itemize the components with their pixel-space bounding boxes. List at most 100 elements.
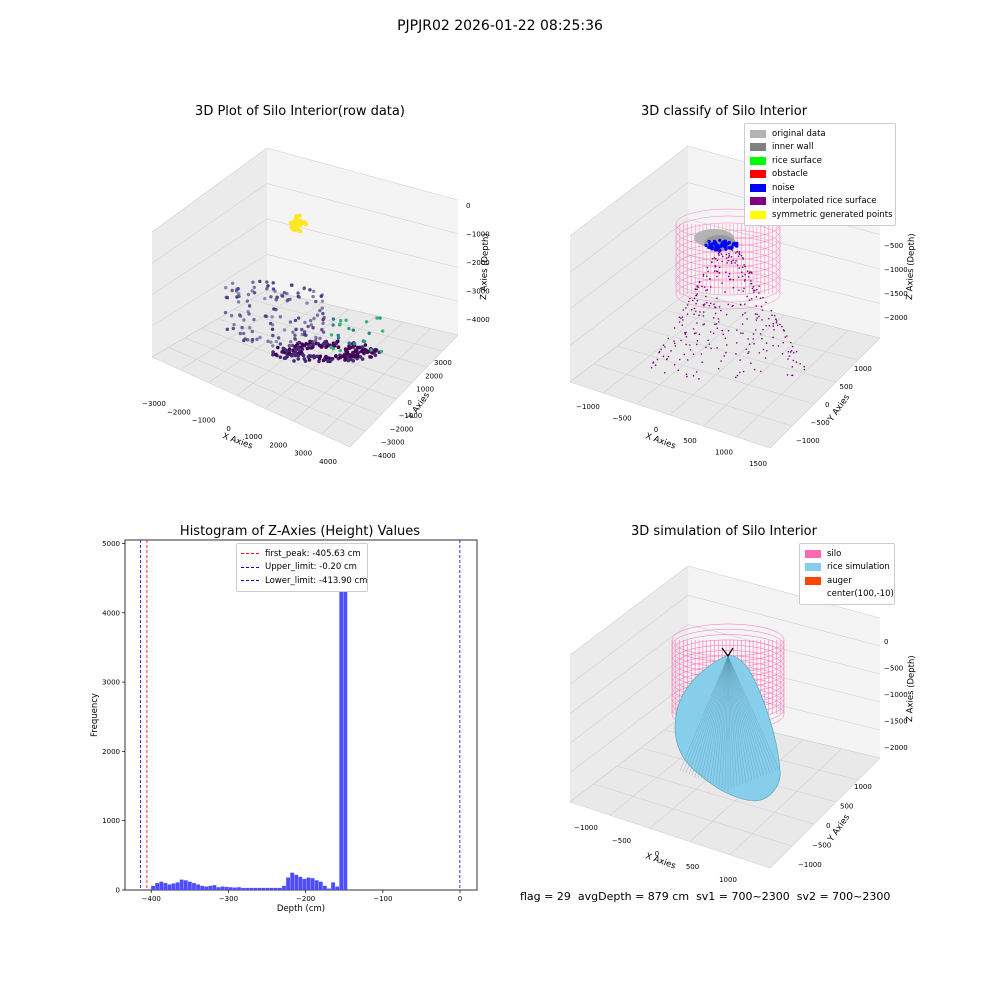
- p4-y-tick-label: 500: [840, 803, 853, 811]
- scatter-point: [712, 239, 717, 243]
- scatter-point: [673, 340, 675, 342]
- scatter-point: [733, 243, 737, 247]
- scatter-point: [707, 339, 709, 342]
- scatter-point: [758, 351, 761, 354]
- scatter-point: [705, 346, 707, 349]
- scatter-point: [720, 309, 722, 312]
- scatter-point: [683, 353, 686, 356]
- scatter-point: [670, 350, 672, 352]
- scatter-point: [331, 317, 336, 321]
- scatter-point: [767, 317, 770, 320]
- p4-legend-item: rice simulation: [805, 561, 890, 575]
- scatter-point: [305, 301, 309, 305]
- scatter-point: [348, 345, 353, 350]
- scatter-point: [765, 342, 768, 344]
- scatter-point: [734, 262, 736, 264]
- p1-y-tick-label: 1000: [416, 386, 434, 394]
- scatter-point: [318, 308, 322, 313]
- scatter-point: [251, 280, 255, 284]
- legend-swatch: [750, 183, 766, 192]
- hist-bar: [151, 885, 155, 890]
- scatter-point: [779, 323, 781, 326]
- scatter-point: [709, 278, 711, 280]
- scatter-point: [731, 249, 734, 252]
- panel3-title: Histogram of Z-Axies (Height) Values: [179, 524, 421, 539]
- scatter-point: [720, 253, 723, 255]
- scatter-point: [730, 260, 733, 263]
- scatter-point: [308, 318, 313, 323]
- scatter-point: [293, 333, 297, 337]
- scatter-point: [713, 303, 715, 305]
- legend-label: original data: [772, 128, 826, 139]
- scatter-point: [250, 329, 255, 334]
- scatter-point: [329, 358, 333, 362]
- hist-bar: [261, 887, 266, 890]
- legend-line: [241, 580, 259, 582]
- scatter-point: [695, 294, 698, 296]
- scatter-point: [362, 339, 367, 344]
- p4-legend-item: silo: [805, 547, 889, 561]
- scatter-point: [288, 297, 292, 301]
- scatter-point: [329, 333, 334, 337]
- scatter-point: [696, 322, 698, 324]
- scatter-point: [309, 323, 313, 327]
- scatter-point: [705, 275, 708, 277]
- scatter-point: [663, 371, 666, 374]
- legend-swatch: [805, 563, 821, 572]
- scatter-point: [304, 341, 308, 346]
- scatter-point: [302, 333, 307, 337]
- rice-mesh-line: [688, 655, 729, 775]
- scatter-point: [761, 309, 764, 311]
- scatter-point: [242, 318, 246, 322]
- scatter-point: [287, 347, 292, 351]
- scatter-point: [686, 313, 689, 316]
- p2-legend-item: symmetric generated points: [750, 208, 893, 222]
- scatter-point: [756, 313, 759, 316]
- scatter-point: [693, 332, 696, 335]
- scatter-point: [353, 349, 358, 354]
- scatter-point: [346, 358, 351, 363]
- y-tick-label: 5000: [102, 540, 120, 548]
- p1-y-tick-label: 3000: [434, 359, 452, 367]
- gridline: [217, 318, 412, 384]
- scatter-point: [299, 345, 304, 349]
- scatter-point: [247, 326, 252, 330]
- p1-y-tick-label: −1000: [399, 412, 423, 420]
- scatter-point: [709, 302, 712, 305]
- scatter-point: [347, 341, 351, 345]
- scatter-point: [725, 257, 728, 259]
- scatter-point: [681, 324, 684, 327]
- gridline: [151, 356, 351, 448]
- gridline: [569, 711, 689, 803]
- scatter-point: [373, 348, 378, 352]
- scatter-point: [702, 315, 705, 317]
- scatter-point: [258, 279, 262, 284]
- scatter-point: [716, 347, 718, 349]
- p2-points: [650, 229, 806, 380]
- scatter-point: [650, 366, 653, 369]
- scatter-point: [689, 349, 692, 351]
- scatter-point: [321, 330, 326, 334]
- scatter-point: [224, 286, 228, 290]
- scatter-point: [243, 337, 247, 341]
- scatter-point: [762, 348, 765, 351]
- scatter-point: [709, 331, 712, 333]
- p4-y-tick-label: 0: [826, 822, 830, 830]
- scatter-point: [294, 327, 298, 332]
- y-tick-label: 4000: [102, 609, 120, 617]
- rice-mesh-line: [727, 655, 768, 775]
- p2-z-tick-label: −1500: [884, 290, 908, 298]
- scatter-point: [718, 244, 723, 248]
- scatter-point: [302, 330, 307, 334]
- x-tick-label: −200: [296, 895, 315, 903]
- scatter-point: [748, 272, 750, 275]
- scatter-point: [698, 333, 701, 336]
- rice-mesh-line: [715, 655, 729, 786]
- p1-y-tick-label: −2000: [390, 425, 414, 433]
- gridline: [569, 145, 689, 237]
- gridline: [266, 254, 459, 302]
- scatter-point: [678, 358, 681, 361]
- scatter-point: [287, 343, 292, 348]
- p4-x-tick-label: 1000: [719, 876, 737, 884]
- legend-label: auger: [827, 575, 852, 586]
